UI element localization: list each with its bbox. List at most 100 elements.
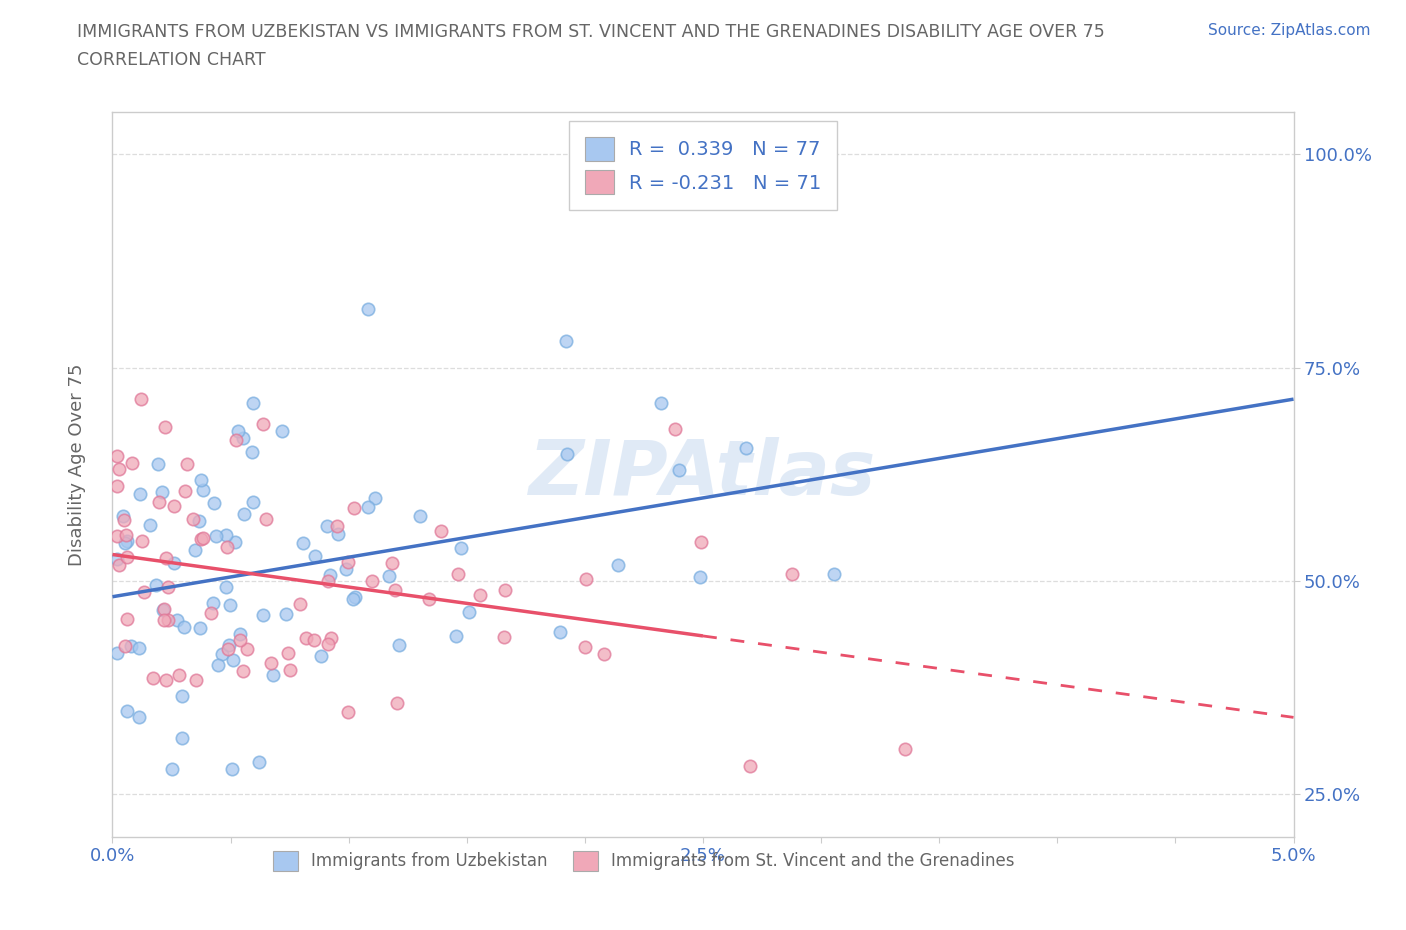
Point xyxy=(894,742,917,757)
Point xyxy=(172,689,194,704)
Point xyxy=(734,441,756,456)
Point xyxy=(211,646,233,661)
Point xyxy=(184,542,207,557)
Point xyxy=(152,601,174,616)
Point xyxy=(254,512,277,526)
Point xyxy=(247,755,270,770)
Point xyxy=(128,710,150,724)
Point xyxy=(492,630,515,644)
Point xyxy=(575,572,598,587)
Point xyxy=(114,536,136,551)
Point xyxy=(117,704,139,719)
Point xyxy=(187,513,209,528)
Point xyxy=(186,672,208,687)
Text: CORRELATION CHART: CORRELATION CHART xyxy=(77,51,266,69)
Point xyxy=(343,501,366,516)
Point xyxy=(114,638,136,653)
Point xyxy=(150,485,173,499)
Point xyxy=(111,509,134,524)
Point xyxy=(277,645,299,660)
Point xyxy=(115,611,138,626)
Point xyxy=(117,549,139,564)
Point xyxy=(381,556,404,571)
Point xyxy=(458,604,481,619)
Point xyxy=(242,396,264,411)
Point xyxy=(326,526,349,541)
Point xyxy=(229,626,252,641)
Point xyxy=(574,639,596,654)
Point xyxy=(321,631,343,645)
Point xyxy=(446,628,468,643)
Point xyxy=(378,568,401,583)
Point xyxy=(290,596,312,611)
Point xyxy=(318,568,340,583)
Point xyxy=(163,498,186,513)
Point xyxy=(107,461,129,476)
Point xyxy=(169,667,191,682)
Point xyxy=(112,512,135,527)
Point xyxy=(607,557,630,572)
Point xyxy=(132,585,155,600)
Point xyxy=(131,534,153,549)
Point xyxy=(260,656,283,671)
Point xyxy=(114,528,136,543)
Point xyxy=(152,612,174,627)
Point xyxy=(342,591,364,606)
Point xyxy=(162,556,184,571)
Point xyxy=(242,494,264,509)
Point xyxy=(316,573,339,588)
Point xyxy=(232,664,254,679)
Point xyxy=(155,419,177,434)
Point xyxy=(689,570,711,585)
Point xyxy=(166,613,188,628)
Point xyxy=(593,647,616,662)
Point xyxy=(326,519,349,534)
Point xyxy=(311,648,333,663)
Point xyxy=(548,624,571,639)
Point xyxy=(215,539,238,554)
Point xyxy=(271,423,294,438)
Point xyxy=(202,496,225,511)
Point xyxy=(145,578,167,593)
Text: Source: ZipAtlas.com: Source: ZipAtlas.com xyxy=(1208,23,1371,38)
Point xyxy=(664,421,686,436)
Point xyxy=(205,528,228,543)
Point xyxy=(418,591,440,606)
Point xyxy=(129,486,152,501)
Point xyxy=(225,433,247,448)
Point xyxy=(232,431,254,445)
Point xyxy=(219,597,242,612)
Point xyxy=(157,613,180,628)
Point xyxy=(468,588,491,603)
Point xyxy=(304,632,326,647)
Point xyxy=(221,762,243,777)
Point xyxy=(146,457,169,472)
Point xyxy=(385,696,408,711)
Point xyxy=(222,653,245,668)
Point xyxy=(450,541,472,556)
Point xyxy=(344,590,367,604)
Point xyxy=(191,531,214,546)
Point xyxy=(409,509,432,524)
Point xyxy=(252,607,274,622)
Point xyxy=(360,573,382,588)
Point xyxy=(190,532,212,547)
Point xyxy=(191,482,214,497)
Point xyxy=(105,529,128,544)
Point xyxy=(650,396,672,411)
Point xyxy=(121,455,143,470)
Point xyxy=(139,518,162,533)
Point xyxy=(115,534,138,549)
Point xyxy=(364,490,387,505)
Point xyxy=(160,762,183,777)
Point xyxy=(291,535,314,550)
Point xyxy=(335,562,357,577)
Point xyxy=(141,671,163,685)
Point xyxy=(554,333,576,348)
Point xyxy=(174,484,197,498)
Point xyxy=(240,445,263,459)
Text: Disability Age Over 75: Disability Age Over 75 xyxy=(69,364,86,566)
Point xyxy=(215,527,238,542)
Point xyxy=(188,620,211,635)
Point xyxy=(823,566,845,581)
